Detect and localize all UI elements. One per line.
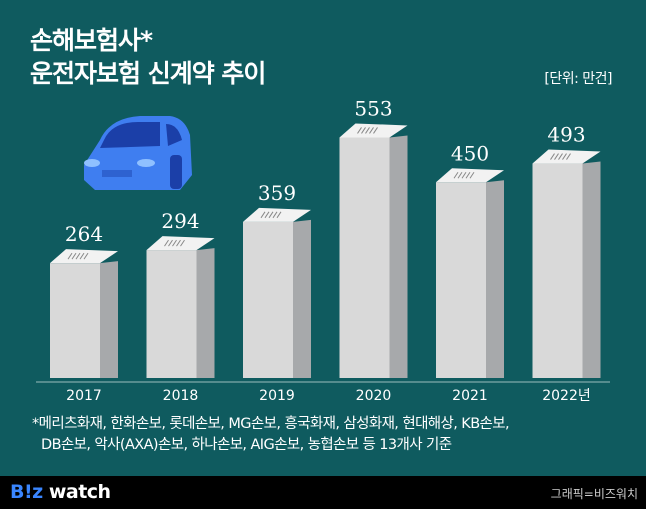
bar-top [532, 149, 601, 164]
bar-top-stripe [465, 171, 471, 179]
data-label: 553 [354, 96, 392, 120]
bar-top-stripe [83, 252, 89, 260]
x-tick-label: 2020 [356, 388, 392, 404]
title-line-2: 운전자보험 신계약 추이 [30, 59, 266, 88]
data-label: 264 [65, 222, 103, 246]
bar-top [146, 236, 215, 251]
bar-top-stripe [264, 211, 270, 219]
footnote: *메리츠화재, 한화손보, 롯데손보, MG손보, 흥국화재, 삼성화재, 현대… [32, 414, 510, 456]
data-label: 450 [451, 141, 489, 165]
footnote-line-2: DB손보, 악사(AXA)손보, 하나손보, AIG손보, 농협손보 등 13개… [41, 437, 452, 453]
bar-top-stripe [566, 153, 571, 160]
x-tick-label: 2017 [66, 388, 102, 404]
bar-top-stripe [361, 127, 366, 134]
x-tick-label: 2018 [163, 388, 199, 404]
bar-top-stripe [469, 171, 475, 179]
bar-front [243, 221, 293, 378]
bar-top-stripe [164, 239, 169, 247]
data-label: 493 [547, 123, 585, 147]
bar-side [389, 135, 408, 378]
bar-front [339, 137, 390, 378]
bar-side [582, 161, 601, 378]
bar-top-stripe [373, 127, 378, 134]
bar-top-stripe [554, 153, 559, 160]
bar-side [196, 248, 215, 378]
x-tick-label: 2021 [452, 388, 488, 404]
bar-top-stripe [365, 127, 370, 134]
bar-front [50, 263, 100, 378]
footnote-line-1: *메리츠화재, 한화손보, 롯데손보, MG손보, 흥국화재, 삼성화재, 현대… [32, 416, 510, 432]
bar-top [339, 123, 408, 138]
bar-side [486, 180, 504, 378]
bar-top-stripe [180, 239, 185, 247]
bar-chart: 264 2017 294 2018 359 2019 553 2020 450 2021 493 20… [36, 96, 610, 404]
graphic-credit: 그래픽=비즈워치 [550, 487, 638, 501]
footer: B!z watch 그래픽=비즈워치 [0, 476, 646, 509]
chart-title: 손해보험사* 운전자보험 신계약 추이 [30, 24, 266, 90]
bar-top-stripe [272, 211, 278, 219]
bar-top-stripe [357, 127, 362, 134]
bar-top-stripe [79, 252, 85, 260]
bar-top-stripe [172, 239, 177, 247]
bar-top [50, 249, 118, 264]
bar-top-stripe [369, 127, 374, 134]
bar-top [436, 168, 504, 183]
bar-front [532, 163, 583, 378]
bar-top-stripe [457, 171, 463, 179]
car-icon [84, 116, 192, 190]
bar-top-stripe [168, 239, 173, 247]
data-label: 359 [258, 181, 296, 205]
bar-top [243, 207, 311, 222]
bar-side [100, 261, 118, 378]
bar-top-stripe [75, 252, 81, 260]
bar-side [293, 219, 311, 378]
bar-top-stripe [268, 211, 274, 219]
bar-top-stripe [276, 211, 282, 219]
bar-front [146, 250, 197, 378]
bar-front [436, 182, 486, 378]
data-label: 294 [161, 209, 199, 233]
bar-top-stripe [550, 153, 555, 160]
bar-top-stripe [562, 153, 567, 160]
bizwatch-logo: B!z watch [10, 481, 111, 503]
bar-top-stripe [461, 171, 467, 179]
bar-top-stripe [453, 171, 459, 179]
bar-top-stripe [71, 252, 77, 260]
title-line-1: 손해보험사* [30, 26, 153, 55]
x-tick-label: 2022년 [542, 388, 591, 404]
bar-top-stripe [176, 239, 181, 247]
x-tick-label: 2019 [259, 388, 295, 404]
bar-top-stripe [260, 211, 266, 219]
bar-top-stripe [558, 153, 563, 160]
bar-top-stripe [67, 252, 73, 260]
unit-label: [단위: 만건] [544, 71, 612, 87]
